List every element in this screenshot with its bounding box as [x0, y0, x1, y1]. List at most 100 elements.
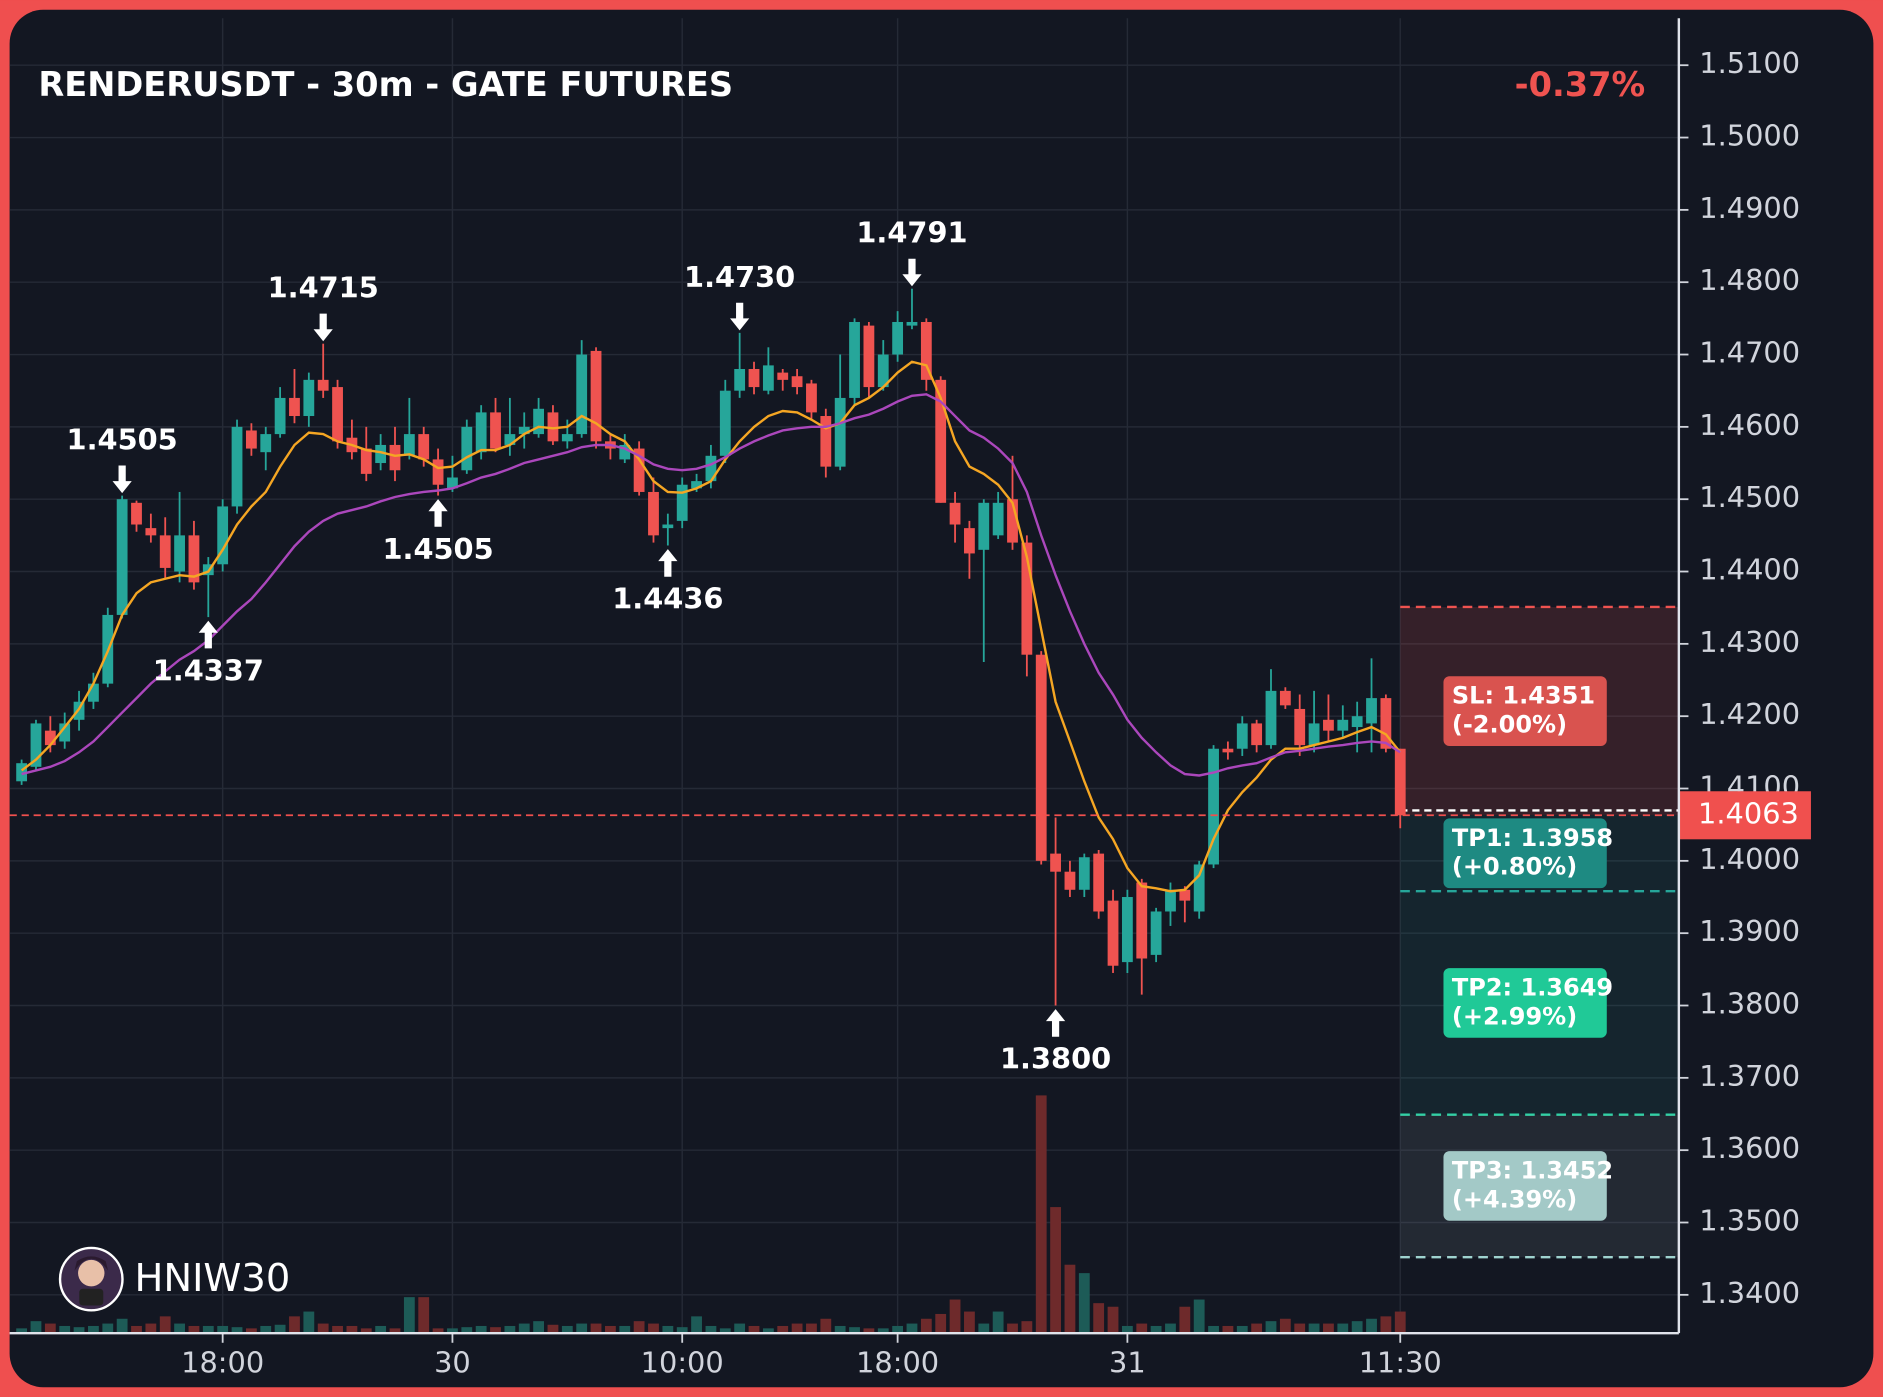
volume-bar	[461, 1327, 473, 1334]
candle-body	[619, 444, 631, 460]
volume-bar	[1064, 1264, 1076, 1334]
y-tick-label: 1.5100	[1699, 46, 1800, 80]
y-tick-label: 1.3700	[1699, 1059, 1800, 1093]
volume-bar	[303, 1311, 315, 1334]
level-box	[1443, 676, 1607, 746]
candle-body	[590, 350, 602, 442]
volume-bar	[691, 1316, 702, 1334]
x-tick-label: 18:00	[856, 1345, 939, 1379]
volume-bar	[949, 1299, 961, 1334]
volume-bar	[518, 1323, 530, 1334]
level-label: SL: 1.4351	[1452, 682, 1595, 710]
volume-bar	[964, 1311, 975, 1334]
candle-body	[289, 397, 300, 417]
candle-body	[1021, 542, 1033, 655]
candle-body	[978, 502, 990, 550]
volume-bar	[289, 1316, 300, 1334]
candle-body	[1366, 698, 1377, 724]
candle-body	[705, 455, 717, 482]
candle-body	[1078, 857, 1090, 890]
level-change: (-2.00%)	[1452, 711, 1567, 739]
pivot-label: 1.4436	[612, 582, 723, 616]
volume-bar	[432, 1328, 444, 1334]
candle-body	[1093, 853, 1105, 912]
candle-body	[777, 372, 789, 380]
candle-body	[1337, 719, 1349, 731]
volume-bar	[332, 1325, 343, 1334]
candle-body	[949, 502, 961, 525]
candle-body	[1279, 690, 1291, 706]
y-tick-label: 1.3600	[1699, 1131, 1800, 1165]
candle-body	[1394, 748, 1406, 816]
pivot-label: 1.4505	[67, 423, 178, 457]
pivot-label: 1.4505	[382, 532, 493, 566]
volume-bar	[648, 1323, 659, 1334]
volume-bar	[360, 1328, 372, 1334]
y-tick-label: 1.3800	[1699, 987, 1800, 1021]
candle-body	[892, 321, 904, 355]
candle-body	[303, 379, 315, 417]
volume-bar	[1323, 1323, 1334, 1334]
pivot-arrow	[730, 302, 750, 331]
candle-body	[16, 763, 28, 782]
pivot-arrow	[313, 313, 333, 342]
last-price-label: 1.4063	[1698, 796, 1799, 830]
y-tick-label: 1.3400	[1699, 1276, 1800, 1310]
volume-bar	[260, 1325, 272, 1334]
volume-bar	[217, 1325, 229, 1334]
level-change: (+2.99%)	[1452, 1002, 1577, 1030]
candle-body	[1150, 911, 1162, 955]
volume-bar	[1366, 1318, 1377, 1334]
volume-bar	[102, 1323, 114, 1334]
candle-body	[418, 434, 430, 460]
volume-bar	[1193, 1299, 1205, 1334]
volume-bar	[561, 1325, 573, 1334]
candle-body	[231, 426, 243, 507]
volume-bar	[1208, 1325, 1219, 1334]
volume-bar	[245, 1328, 257, 1334]
pivot-arrow	[1045, 1009, 1066, 1037]
volume-bar	[145, 1323, 157, 1334]
candle-body	[734, 368, 746, 391]
candle-body	[1179, 889, 1191, 901]
candle-body	[1107, 900, 1119, 966]
volume-bar	[877, 1328, 889, 1334]
x-tick-label: 10:00	[641, 1345, 724, 1379]
candle-body	[834, 397, 846, 467]
candle-body	[633, 448, 645, 492]
candle-body	[820, 416, 832, 467]
candle-body	[576, 354, 588, 435]
volume-bar	[30, 1321, 42, 1334]
volume-bar	[1150, 1325, 1162, 1334]
volume-bar	[116, 1318, 128, 1334]
candle-body	[1323, 719, 1334, 731]
volume-bar	[777, 1325, 789, 1334]
candle-body	[461, 426, 473, 471]
avatar-hair	[74, 1256, 109, 1271]
candle-body	[447, 477, 458, 489]
y-tick-label: 1.4200	[1699, 697, 1800, 731]
candle-body	[1050, 853, 1061, 872]
candle-body	[59, 723, 71, 742]
volume-bar	[447, 1328, 458, 1334]
candle-body	[1308, 723, 1320, 746]
volume-bar	[1107, 1306, 1119, 1334]
candle-body	[748, 368, 760, 388]
y-tick-label: 1.4400	[1699, 553, 1800, 587]
candle-body	[116, 499, 128, 615]
volume-bar	[791, 1323, 803, 1334]
volume-bar	[1093, 1303, 1105, 1334]
volume-bar	[1308, 1323, 1320, 1334]
volume-bar	[978, 1323, 990, 1334]
candle-body	[389, 444, 401, 471]
candle-body	[145, 528, 157, 536]
volume-bar	[1165, 1323, 1176, 1334]
volume-bar	[834, 1325, 846, 1334]
candle-body	[648, 491, 659, 536]
watermark: HNIW30	[135, 1256, 291, 1301]
volume-bar	[174, 1323, 185, 1334]
volume-bar	[188, 1325, 200, 1334]
candle-body	[1294, 708, 1306, 746]
level-label: TP2: 1.3649	[1452, 974, 1613, 1002]
candle-body	[174, 535, 185, 572]
